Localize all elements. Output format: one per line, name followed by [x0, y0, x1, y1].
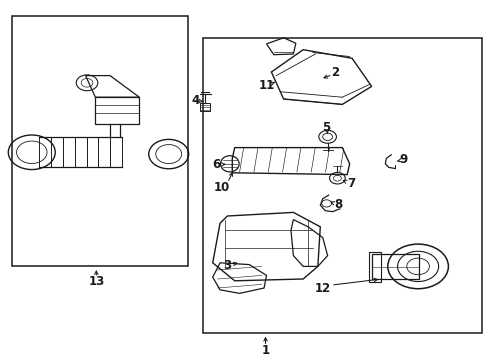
- Bar: [200, 103, 210, 111]
- Text: 9: 9: [399, 153, 407, 166]
- Bar: [12, 16, 188, 266]
- Bar: [203, 38, 481, 333]
- Bar: [368, 252, 381, 282]
- Text: 6: 6: [212, 158, 220, 171]
- Text: 7: 7: [346, 177, 354, 190]
- Bar: [371, 254, 418, 279]
- Text: 1: 1: [261, 344, 269, 357]
- Bar: [95, 97, 139, 124]
- Text: 2: 2: [330, 66, 338, 78]
- Text: 11: 11: [258, 79, 274, 92]
- Text: 10: 10: [213, 181, 230, 194]
- Text: 5: 5: [322, 121, 330, 134]
- Text: 13: 13: [88, 275, 104, 288]
- Text: 12: 12: [314, 282, 330, 295]
- Text: 8: 8: [334, 198, 342, 211]
- Text: 4: 4: [191, 94, 199, 107]
- Text: 3: 3: [223, 259, 231, 272]
